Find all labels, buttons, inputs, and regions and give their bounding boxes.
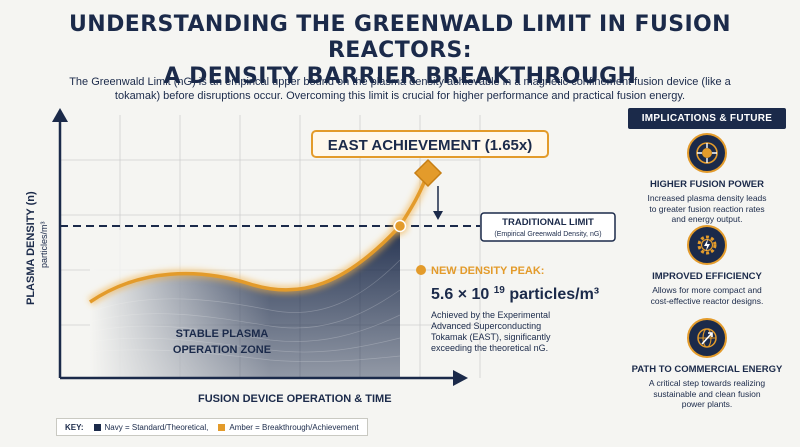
crossing-point-icon bbox=[391, 217, 409, 235]
title-line-1: UNDERSTANDING THE GREENWALD LIMIT IN FUS… bbox=[69, 12, 731, 63]
zone-fade bbox=[90, 230, 270, 378]
axes bbox=[52, 108, 468, 386]
achievement-box: EAST ACHIEVEMENT (1.65x) bbox=[311, 130, 549, 158]
desc-line: and energy output. bbox=[671, 214, 743, 224]
key-amber-text: Amber = Breakthrough/Achievement bbox=[229, 422, 359, 432]
implication-title: HIGHER FUSION POWER bbox=[649, 179, 764, 190]
implication-efficiency: IMPROVED EFFICIENCY Allows for more comp… bbox=[628, 225, 786, 306]
peak-diamond-icon bbox=[413, 158, 443, 188]
peak-title: NEW DENSITY PEAK: bbox=[431, 265, 544, 277]
peak-desc-line-3: Tokamak (EAST), significantly bbox=[431, 332, 551, 342]
peak-desc-line-4: exceeding the theoretical nG. bbox=[431, 343, 548, 353]
peak-value-exponent: 19 bbox=[494, 285, 506, 296]
desc-line: sustainable and clean fusion bbox=[653, 388, 761, 399]
implications-heading: IMPLICATIONS & FUTURE bbox=[628, 108, 786, 129]
zone-label: STABLE PLASMA OPERATION ZONE bbox=[173, 328, 271, 356]
reactor-core-icon bbox=[687, 133, 727, 173]
peak-value-mantissa: 5.6 × 10 bbox=[431, 286, 489, 303]
implications-panel: IMPLICATIONS & FUTURE bbox=[628, 108, 786, 129]
intro-line-2: tokamak) before disruptions occur. Overc… bbox=[114, 90, 686, 102]
desc-line: power plants. bbox=[681, 399, 733, 409]
peak-value: 5.6 × 10 19 particles/m³ bbox=[431, 280, 599, 303]
y-axis-label: PLASMA DENSITY (n) bbox=[25, 191, 37, 305]
amber-swatch bbox=[218, 423, 226, 431]
desc-line: Allows for more compact and bbox=[652, 285, 762, 295]
navy-swatch bbox=[93, 423, 101, 431]
intro-line-1: The Greenwald Limit (nG) is an empirical… bbox=[69, 76, 731, 88]
traditional-limit-box: TRADITIONAL LIMIT (Empirical Greenwald D… bbox=[480, 212, 616, 242]
density-curve bbox=[89, 171, 430, 304]
desc-line: Increased plasma density leads bbox=[647, 193, 767, 203]
implication-desc: A critical step towards realizing sustai… bbox=[628, 378, 786, 410]
implication-desc: Increased plasma density leads to greate… bbox=[628, 193, 786, 225]
implication-title: IMPROVED EFFICIENCY bbox=[652, 271, 762, 282]
gear-lightning-icon bbox=[687, 225, 727, 265]
intro-text: The Greenwald Limit (nG) is an empirical… bbox=[50, 75, 750, 103]
key-label: KEY: bbox=[65, 422, 84, 432]
peak-desc-line-1: Achieved by the Experimental bbox=[431, 310, 550, 320]
peak-callout: NEW DENSITY PEAK: 5.6 × 10 19 particles/… bbox=[416, 265, 599, 353]
peak-desc-line-2: Advanced Superconducting bbox=[431, 321, 541, 331]
x-axis-label: FUSION DEVICE OPERATION & TIME bbox=[198, 393, 392, 405]
implication-title: PATH TO COMMERCIAL ENERGY bbox=[631, 364, 783, 375]
desc-line: A critical step towards realizing bbox=[648, 378, 766, 388]
y-axis-unit: particles/m³ bbox=[39, 221, 49, 268]
title-line-2: A DENSITY BARRIER BREAKTHROUGH bbox=[163, 64, 637, 89]
limit-arrow bbox=[433, 186, 443, 220]
peak-value-unit: particles/m³ bbox=[509, 286, 599, 303]
implication-desc: Allows for more compact and cost-effecti… bbox=[628, 285, 786, 306]
peak-bullet-icon bbox=[416, 265, 426, 275]
globe-arrow-icon bbox=[687, 318, 727, 358]
legend-key: KEY: Navy = Standard/Theoretical, Amber … bbox=[56, 418, 368, 436]
limit-subtitle: (Empirical Greenwald Density, nG) bbox=[494, 231, 601, 238]
zone-label-line-2: OPERATION ZONE bbox=[173, 344, 271, 356]
page-title: UNDERSTANDING THE GREENWALD LIMIT IN FUS… bbox=[0, 12, 800, 90]
density-diagram: PLASMA DENSITY (n) particles/m³ FUSION D… bbox=[25, 108, 616, 405]
zone-label-line-1: STABLE PLASMA bbox=[176, 328, 269, 340]
desc-line: to greater fusion reaction rates bbox=[649, 203, 765, 214]
key-navy-text: Navy = Standard/Theoretical, bbox=[104, 422, 209, 432]
desc-line: cost-effective reactor designs. bbox=[650, 295, 764, 306]
implication-higher-power: HIGHER FUSION POWER Increased plasma den… bbox=[628, 133, 786, 225]
limit-title: TRADITIONAL LIMIT bbox=[502, 217, 594, 228]
achievement-label: EAST ACHIEVEMENT (1.65x) bbox=[328, 137, 533, 154]
implication-commercial: PATH TO COMMERCIAL ENERGY A critical ste… bbox=[628, 318, 786, 410]
